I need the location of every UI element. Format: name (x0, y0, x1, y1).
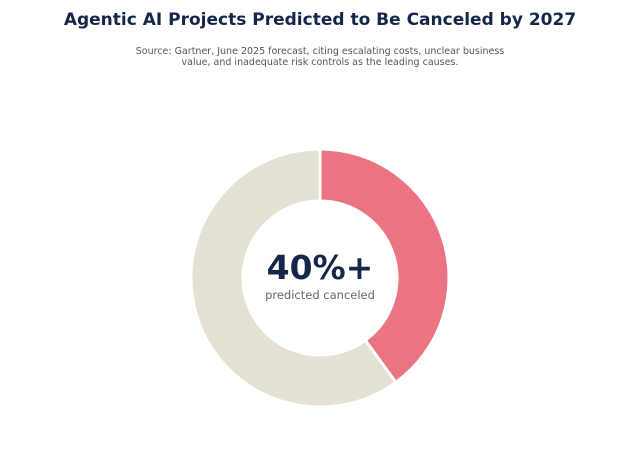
center-value: 40%+ (266, 248, 374, 287)
donut-slices (189, 147, 451, 409)
center-label: predicted canceled (265, 288, 375, 302)
chart-title: Agentic AI Projects Predicted to Be Canc… (63, 10, 577, 30)
donut-slice-1 (318, 147, 451, 385)
chart-subtitle: Source: Gartner, June 2025 forecast, cit… (135, 46, 505, 68)
donut-slice-2 (189, 147, 398, 409)
